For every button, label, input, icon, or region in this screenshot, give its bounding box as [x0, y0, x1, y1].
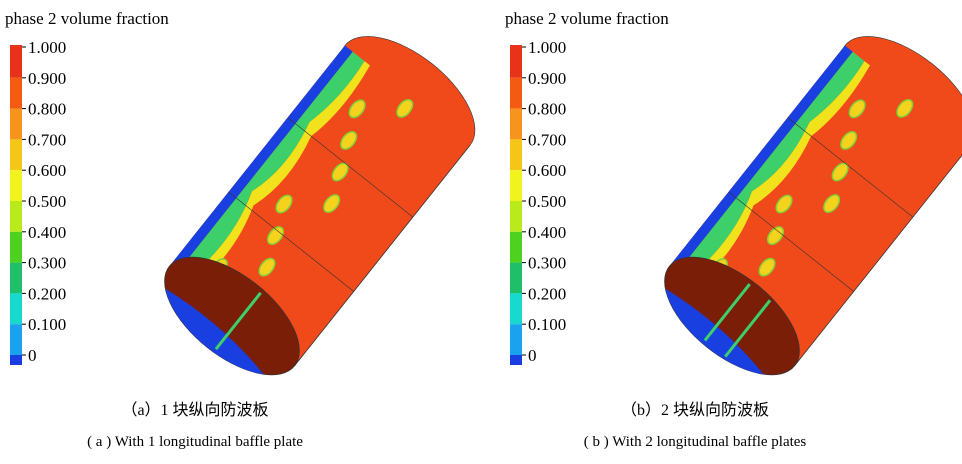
colorbar-band [10, 170, 22, 201]
panel: phase 2 volume fraction 1.000 0.900 0.800 0.… [505, 9, 962, 450]
colorbar-tick-label: 0.300 [28, 254, 66, 273]
colorbar-tick-label: 0.900 [28, 69, 66, 88]
colorbar-band [10, 78, 22, 109]
colorbar-band [510, 170, 522, 201]
colorbar-band [510, 78, 522, 109]
colorbar-band [10, 45, 22, 78]
colorbar-band [10, 139, 22, 170]
colorbar-band [510, 45, 522, 78]
caption-cn: （b）2 块纵向防波板 [621, 401, 769, 419]
colorbar-band [10, 263, 22, 294]
panel: phase 2 volume fraction 1.000 0.900 0.800 0.… [5, 9, 495, 450]
colorbar-tick-label: 0.500 [528, 192, 566, 211]
colorbar-tick-label: 1.000 [28, 38, 66, 57]
figure: phase 2 volume fraction 1.000 0.900 0.800 0.… [0, 0, 962, 459]
caption-en: ( a ) With 1 longitudinal baffle plate [87, 434, 303, 450]
colorbar-band [10, 324, 22, 355]
colorbar-title: phase 2 volume fraction [5, 9, 169, 28]
colorbar-tick-label: 0.600 [528, 161, 566, 180]
colorbar-band [10, 293, 22, 324]
colorbar-band [510, 139, 522, 170]
colorbar-tick-label: 0.700 [528, 130, 566, 149]
colorbar-tick-label: 0.100 [28, 315, 66, 334]
tank-illustration [144, 14, 495, 397]
colorbar-band [510, 293, 522, 324]
colorbar-band [10, 201, 22, 232]
colorbar-band [10, 232, 22, 263]
colorbar-tick-label: 0.200 [28, 284, 66, 303]
colorbar-tick-label: 0.500 [28, 192, 66, 211]
colorbar-tick-label: 0 [528, 346, 537, 365]
colorbar-band [10, 355, 22, 365]
tank-illustration [644, 14, 962, 397]
colorbar-title: phase 2 volume fraction [505, 9, 669, 28]
colorbar-tick-label: 0.100 [528, 315, 566, 334]
colorbar-band [510, 109, 522, 140]
colorbar-band [510, 201, 522, 232]
colorbar-tick-label: 0.800 [28, 100, 66, 119]
caption-cn: （a）1 块纵向防波板 [121, 401, 268, 419]
colorbar-tick-label: 0.200 [528, 284, 566, 303]
colorbar-band [510, 324, 522, 355]
colorbar-band [510, 263, 522, 294]
colorbar-tick-label: 0.800 [528, 100, 566, 119]
colorbar-tick-label: 0.600 [28, 161, 66, 180]
colorbar-tick-label: 1.000 [528, 38, 566, 57]
colorbar-tick-label: 0.400 [528, 223, 566, 242]
colorbar-band [10, 109, 22, 140]
colorbar-tick-label: 0 [28, 346, 37, 365]
colorbar-tick-label: 0.700 [28, 130, 66, 149]
caption-en: ( b ) With 2 longitudinal baffle plates [584, 434, 807, 450]
colorbar-band [510, 232, 522, 263]
colorbar-tick-label: 0.400 [28, 223, 66, 242]
colorbar-band [510, 355, 522, 365]
colorbar-tick-label: 0.900 [528, 69, 566, 88]
colorbar-tick-label: 0.300 [528, 254, 566, 273]
